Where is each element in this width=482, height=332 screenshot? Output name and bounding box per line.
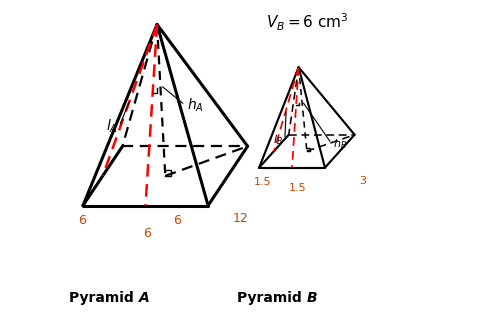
Text: Pyramid: Pyramid (237, 291, 307, 305)
Text: Pyramid: Pyramid (69, 291, 139, 305)
Text: 6: 6 (78, 214, 86, 227)
Text: B: B (307, 291, 318, 305)
Text: $h_B$: $h_B$ (333, 137, 347, 150)
Text: $V_B = 6\ \mathrm{cm}^3$: $V_B = 6\ \mathrm{cm}^3$ (266, 12, 348, 34)
Text: 12: 12 (233, 212, 249, 225)
Text: 3: 3 (360, 176, 366, 186)
Text: 1.5: 1.5 (289, 183, 307, 193)
Text: 1.5: 1.5 (254, 177, 271, 187)
Text: A: A (139, 291, 150, 305)
Text: $l_B$: $l_B$ (273, 133, 283, 146)
Text: $h_A$: $h_A$ (187, 96, 203, 114)
Text: $l_A$: $l_A$ (106, 118, 118, 135)
Text: 6: 6 (143, 227, 151, 240)
Text: 6: 6 (174, 214, 181, 227)
